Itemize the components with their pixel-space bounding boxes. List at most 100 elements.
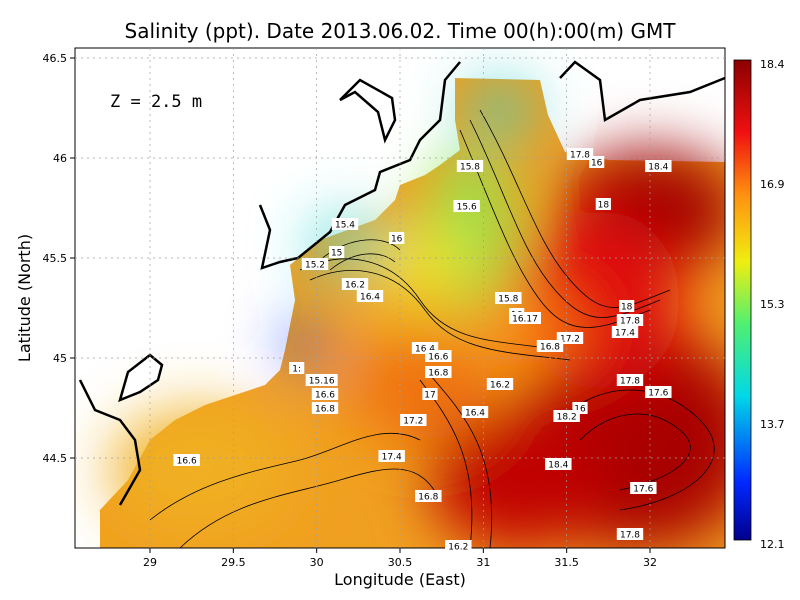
contour-label: 16.8 [415, 490, 442, 503]
x-tick-label: 30 [310, 556, 324, 569]
contour-label: 15.6 [453, 200, 480, 213]
contour-label-bg [425, 350, 452, 362]
contour-label: 17.6 [630, 482, 657, 495]
contour-label-bg [415, 490, 442, 502]
contour-label: 17.8 [616, 528, 644, 541]
contour-label-text: 16.2 [345, 281, 365, 291]
contour-label-text: 17.4 [615, 329, 635, 339]
contour-label-bg [445, 540, 472, 552]
x-tick-label: 29 [143, 556, 157, 569]
contour-label-bg [331, 218, 359, 230]
contour-label-text: 17 [424, 391, 435, 401]
contour-label-bg [389, 232, 405, 244]
contour-label-bg [619, 300, 635, 312]
colorbar-label: 16.9 [760, 178, 785, 191]
y-tick-label: 45.5 [43, 252, 68, 265]
contour-label: 16.8 [536, 340, 564, 353]
contour-label: 16.6 [425, 350, 452, 363]
contour-label-text: 16.4 [360, 293, 380, 303]
colorbar-label: 13.7 [760, 418, 785, 431]
contour-label-bg [509, 312, 541, 324]
y-tick-label: 44.5 [43, 452, 68, 465]
contour-label-text: 16.8 [428, 369, 448, 379]
colorbar-label: 18.4 [760, 58, 785, 71]
contour-label-bg [566, 148, 594, 160]
contour-label-text: 16.4 [415, 345, 435, 355]
contour-label: 16 [389, 232, 405, 245]
contour-label: 15.2 [301, 258, 329, 271]
contour-label: 16.6 [173, 454, 200, 467]
colorbar-label: 15.3 [760, 298, 785, 311]
contour-label-bg [630, 482, 657, 494]
contour-label-bg [616, 314, 644, 326]
y-tick-label: 45 [53, 352, 67, 365]
contour-label-bg [595, 198, 611, 210]
contour-label-bg [611, 326, 639, 338]
contour-label-text: 16 [391, 235, 403, 245]
contour-label-text: 17.8 [570, 151, 590, 161]
contour-label-text: 15.6 [457, 203, 477, 213]
contour-label-text: 16 [591, 159, 603, 169]
contour-label-bg [173, 454, 200, 466]
contour-label: 17.8 [566, 148, 594, 161]
contour-labels: 15.817.816 18.415.6 1815.4161515.216.216.4… [173, 148, 672, 553]
contour-label: 18.2 [553, 410, 580, 423]
x-tick-label: 29.5 [221, 556, 246, 569]
contour-label: 17.4 [611, 326, 639, 339]
contour-label-text: 16.6 [428, 353, 448, 363]
contour-label-text: 15.4 [335, 221, 355, 231]
y-axis-label: Latitude (North) [15, 234, 34, 362]
contour-label: 16.6 [311, 388, 339, 401]
contour-label-text: 18.4 [648, 163, 668, 173]
contour-label-text: 17.6 [633, 485, 653, 495]
contour-label-bg [616, 374, 644, 386]
contour-label-bg [301, 258, 329, 270]
contour-label: 18.4 [545, 458, 572, 471]
contour-label-bg [378, 450, 405, 462]
contour-label-bg [495, 292, 522, 304]
contour-label-bg [589, 156, 605, 168]
contour-label: 16.8 [311, 402, 339, 415]
x-axis-label: Longitude (East) [334, 570, 466, 589]
colorbar: 18.4 16.9 15.3 13.7 12.1 [733, 58, 785, 551]
x-tick-label: 30.5 [388, 556, 413, 569]
contour-label-text: 16.8 [315, 405, 335, 415]
contour-label-bg [311, 388, 339, 400]
contour-label-bg [486, 378, 514, 390]
x-tick-label: 31.5 [554, 556, 579, 569]
salinity-field [100, 78, 725, 548]
contour-label-text: 16.4 [465, 409, 485, 419]
plot-area: 15.817.816 18.415.6 1815.4161515.216.216.4… [74, 47, 726, 553]
contour-label: 16 [589, 156, 605, 169]
contour-label: 17.2 [556, 332, 584, 345]
contour-label-text: 16.2 [490, 381, 510, 391]
chart-title: Salinity (ppt). Date 2013.06.02. Time 00… [125, 19, 677, 43]
contour-label-bg [616, 528, 644, 540]
contour-label-bg [645, 160, 672, 172]
contour-label-text: 18 [598, 201, 610, 211]
y-axis-ticks: 44.5 45 45.5 46 46.5 [43, 52, 75, 465]
colorbar-labels: 18.4 16.9 15.3 13.7 12.1 [760, 58, 785, 551]
contour-label: 16.2 [341, 278, 369, 291]
contour-label-text: 17.2 [560, 335, 580, 345]
contour-label-bg [341, 278, 369, 290]
contour-label: 18 [619, 300, 635, 313]
contour-label-bg [536, 340, 564, 352]
contour-label-text: 16.2 [448, 543, 468, 553]
contour-label-text: 15 [331, 249, 342, 259]
contour-label-text: 17.4 [382, 453, 402, 463]
contour-label-text: 15.8 [460, 163, 480, 173]
contour-label: 15.4 [331, 218, 359, 231]
contour-label-bg [453, 200, 480, 212]
colorbar-label: 12.1 [760, 538, 785, 551]
contour-label-text: 16 [574, 405, 586, 415]
contour-label-bg [400, 414, 427, 426]
contour-label: 18.4 [645, 160, 672, 173]
contour-label-text: 15.2 [305, 261, 325, 271]
contour-label-text: 16.8 [540, 343, 560, 353]
x-tick-label: 32 [643, 556, 657, 569]
contour-label-bg [461, 406, 489, 418]
contour-label-text: 16.17 [512, 315, 538, 325]
y-tick-label: 46 [53, 152, 67, 165]
